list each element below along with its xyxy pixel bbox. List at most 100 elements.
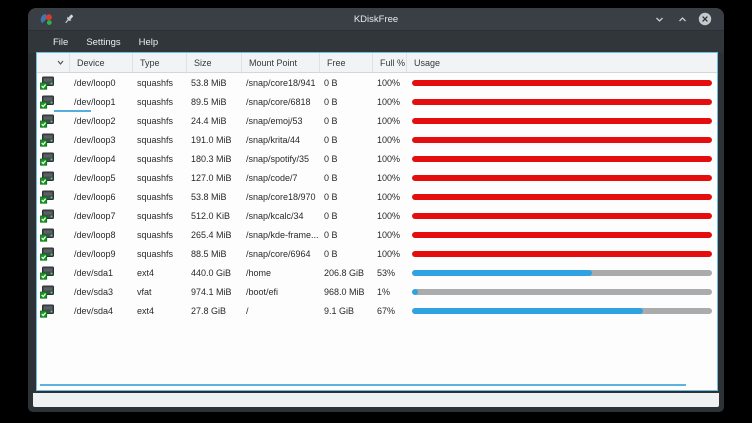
header-full-percent[interactable]: Full % bbox=[373, 53, 407, 72]
window-title: KDiskFree bbox=[353, 13, 399, 25]
cell-free: 0 B bbox=[324, 248, 338, 259]
usage-bar-track bbox=[412, 98, 712, 105]
table-row[interactable]: /dev/loop6 squashfs 53.8 MiB /snap/core1… bbox=[37, 187, 717, 206]
app-icon[interactable] bbox=[39, 12, 53, 26]
table-row[interactable]: /dev/loop0 squashfs 53.8 MiB /snap/core1… bbox=[37, 73, 717, 92]
usage-bar-fill bbox=[412, 98, 712, 105]
cell-full-percent: 1% bbox=[377, 286, 391, 297]
menu-settings[interactable]: Settings bbox=[86, 36, 121, 48]
table-row[interactable]: /dev/loop5 squashfs 127.0 MiB /snap/code… bbox=[37, 168, 717, 187]
cell-free: 0 B bbox=[324, 191, 338, 202]
usage-bar-fill bbox=[412, 231, 712, 238]
usage-bar-track bbox=[412, 155, 712, 162]
cell-size: 180.3 MiB bbox=[191, 153, 232, 164]
usage-bar-track bbox=[412, 307, 712, 314]
cell-device: /dev/loop5 bbox=[74, 172, 116, 183]
cell-full-percent: 100% bbox=[377, 134, 401, 145]
table-row[interactable]: /dev/sda4 ext4 27.8 GiB / 9.1 GiB 67% bbox=[37, 301, 717, 320]
usage-bar-track bbox=[412, 231, 712, 238]
cell-mount-point: /boot/efi bbox=[246, 286, 279, 297]
focus-underline bbox=[54, 110, 91, 112]
cell-device: /dev/loop1 bbox=[74, 96, 116, 107]
table-row[interactable]: /dev/loop9 squashfs 88.5 MiB /snap/core/… bbox=[37, 244, 717, 263]
cell-type: squashfs bbox=[137, 172, 174, 183]
cell-full-percent: 100% bbox=[377, 96, 401, 107]
header-usage[interactable]: Usage bbox=[414, 57, 441, 68]
usage-bar-fill bbox=[412, 174, 712, 181]
cell-size: 88.5 MiB bbox=[191, 248, 227, 259]
menubar: File Settings Help bbox=[28, 31, 724, 53]
cell-mount-point: /snap/kde-frame... bbox=[246, 229, 319, 240]
mounted-drive-icon bbox=[40, 209, 54, 223]
cell-free: 0 B bbox=[324, 115, 338, 126]
mounted-drive-icon bbox=[40, 228, 54, 242]
cell-full-percent: 100% bbox=[377, 248, 401, 259]
table-row[interactable]: /dev/loop8 squashfs 265.4 MiB /snap/kde-… bbox=[37, 225, 717, 244]
usage-bar-fill bbox=[412, 79, 712, 86]
cell-free: 0 B bbox=[324, 210, 338, 221]
cell-size: 512.0 KiB bbox=[191, 210, 231, 221]
pin-icon[interactable] bbox=[62, 12, 76, 26]
cell-device: /dev/sda4 bbox=[74, 305, 114, 316]
cell-size: 89.5 MiB bbox=[191, 96, 227, 107]
usage-bar-track bbox=[412, 117, 712, 124]
usage-bar-track bbox=[412, 269, 712, 276]
usage-bar-track bbox=[412, 193, 712, 200]
cell-full-percent: 100% bbox=[377, 210, 401, 221]
horizontal-scrollbar[interactable] bbox=[40, 384, 686, 386]
menu-file[interactable]: File bbox=[53, 36, 69, 48]
cell-type: squashfs bbox=[137, 96, 174, 107]
cell-size: 265.4 MiB bbox=[191, 229, 232, 240]
cell-mount-point: /snap/core18/970 bbox=[246, 191, 316, 202]
cell-type: squashfs bbox=[137, 191, 174, 202]
cell-size: 191.0 MiB bbox=[191, 134, 232, 145]
mounted-drive-icon bbox=[40, 95, 54, 109]
cell-mount-point: / bbox=[246, 305, 249, 316]
cell-free: 0 B bbox=[324, 172, 338, 183]
table-row[interactable]: /dev/loop3 squashfs 191.0 MiB /snap/krit… bbox=[37, 130, 717, 149]
cell-device: /dev/loop6 bbox=[74, 191, 116, 202]
titlebar: KDiskFree bbox=[28, 8, 724, 31]
close-button[interactable] bbox=[698, 12, 712, 26]
cell-type: ext4 bbox=[137, 305, 155, 316]
mounted-drive-icon bbox=[40, 285, 54, 299]
header-size[interactable]: Size bbox=[187, 53, 242, 72]
usage-bar-track bbox=[412, 212, 712, 219]
table-row[interactable]: /dev/loop1 squashfs 89.5 MiB /snap/core/… bbox=[37, 92, 717, 111]
cell-size: 53.8 MiB bbox=[191, 77, 227, 88]
minimize-button[interactable] bbox=[652, 12, 666, 26]
header-sort-column[interactable] bbox=[37, 53, 70, 72]
header-mount-point[interactable]: Mount Point bbox=[242, 53, 320, 72]
cell-mount-point: /home bbox=[246, 267, 272, 278]
cell-full-percent: 53% bbox=[377, 267, 396, 278]
usage-bar-fill bbox=[412, 155, 712, 162]
cell-full-percent: 100% bbox=[377, 229, 401, 240]
cell-free: 0 B bbox=[324, 96, 338, 107]
cell-device: /dev/loop0 bbox=[74, 77, 116, 88]
usage-bar-fill bbox=[412, 136, 712, 143]
mounted-drive-icon bbox=[40, 152, 54, 166]
cell-size: 24.4 MiB bbox=[191, 115, 227, 126]
cell-type: squashfs bbox=[137, 115, 174, 126]
app-window: KDiskFree File Settings Help bbox=[28, 8, 724, 412]
table-row[interactable]: /dev/loop7 squashfs 512.0 KiB /snap/kcal… bbox=[37, 206, 717, 225]
cell-full-percent: 100% bbox=[377, 77, 401, 88]
cell-full-percent: 100% bbox=[377, 115, 401, 126]
cell-mount-point: /snap/core/6818 bbox=[246, 96, 311, 107]
table-row[interactable]: /dev/sda1 ext4 440.0 GiB /home 206.8 GiB… bbox=[37, 263, 717, 282]
table-row[interactable]: /dev/sda3 vfat 974.1 MiB /boot/efi 968.0… bbox=[37, 282, 717, 301]
mounted-drive-icon bbox=[40, 304, 54, 318]
maximize-button[interactable] bbox=[675, 12, 689, 26]
cell-free: 968.0 MiB bbox=[324, 286, 365, 297]
table-row[interactable]: /dev/loop4 squashfs 180.3 MiB /snap/spot… bbox=[37, 149, 717, 168]
cell-free: 0 B bbox=[324, 229, 338, 240]
usage-bar-fill bbox=[412, 193, 712, 200]
cell-device: /dev/loop3 bbox=[74, 134, 116, 145]
header-type[interactable]: Type bbox=[133, 53, 187, 72]
table-row[interactable]: /dev/loop2 squashfs 24.4 MiB /snap/emoj/… bbox=[37, 111, 717, 130]
cell-mount-point: /snap/krita/44 bbox=[246, 134, 301, 145]
header-device[interactable]: Device bbox=[70, 53, 133, 72]
header-free[interactable]: Free bbox=[320, 53, 373, 72]
usage-bar-fill bbox=[412, 250, 712, 257]
menu-help[interactable]: Help bbox=[138, 36, 159, 48]
